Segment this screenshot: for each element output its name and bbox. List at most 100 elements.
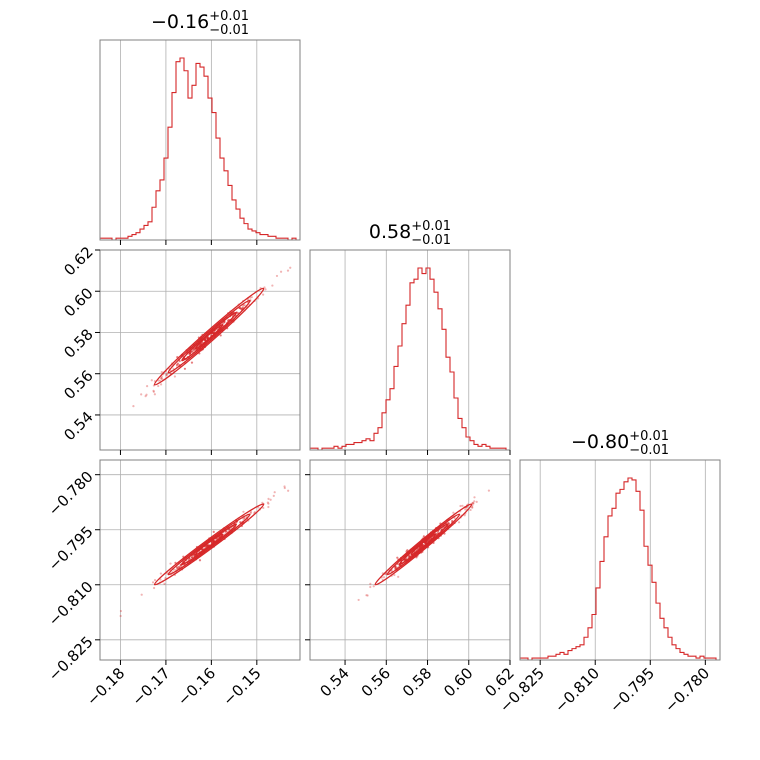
panel-border (99, 459, 301, 661)
sample-point (144, 395, 147, 398)
sample-point (225, 530, 228, 533)
y-tick-label: 0.58 (60, 325, 96, 361)
sample-point (369, 582, 372, 585)
sample-point (262, 293, 265, 296)
sample-point (178, 360, 181, 363)
y-tick: −0.825 (45, 633, 100, 685)
y-tick-label: 0.60 (60, 284, 96, 320)
sample-point (140, 393, 143, 396)
contour-level-1 (194, 323, 224, 350)
contour-level-1 (194, 533, 224, 556)
sample-point (219, 334, 222, 337)
x-tick-label: 0.60 (440, 664, 476, 700)
title-lower-error: −0.01 (629, 443, 669, 458)
sample-point (177, 565, 181, 569)
histogram-panel-2 (309, 249, 511, 455)
sample-point (198, 559, 202, 562)
sample-point (179, 564, 182, 567)
x-tick-label: 0.56 (358, 664, 394, 700)
sample-point (264, 288, 267, 291)
sample-point (471, 506, 474, 509)
x-tick-label: 0.58 (399, 664, 435, 700)
x-tick: −0.18 (83, 660, 128, 709)
sample-point (287, 489, 290, 492)
sample-point (372, 585, 375, 588)
sample-point (152, 390, 155, 393)
x-tick-label: −0.17 (129, 664, 174, 709)
sample-point (357, 598, 360, 602)
panel-border (309, 459, 511, 661)
panel-border (519, 459, 721, 661)
sample-point (243, 517, 246, 520)
x-tick: 0.56 (358, 660, 394, 700)
sample-point (267, 497, 270, 500)
x-tick-label: −0.795 (606, 664, 658, 716)
contour-level-4 (153, 503, 265, 586)
sample-point (163, 582, 166, 585)
x-tick-label: −0.810 (551, 664, 603, 716)
y-tick-label: −0.780 (45, 468, 97, 520)
contour-level-4 (374, 503, 473, 586)
sample-point (145, 393, 148, 396)
sample-point (152, 586, 156, 590)
sample-point (461, 504, 464, 507)
panel-border (309, 249, 511, 451)
contour-level-2 (181, 523, 238, 566)
contour-level-3 (167, 299, 251, 374)
sample-point (469, 508, 472, 512)
sample-point (212, 530, 215, 533)
sample-point (266, 501, 269, 504)
y-tick-label: −0.825 (45, 633, 97, 685)
title-parameter-3: −0.80+0.01 −0.01 (571, 429, 669, 458)
sample-point (165, 374, 168, 377)
y-tick: 0.56 (60, 367, 100, 403)
sample-point (289, 266, 292, 269)
sample-point (160, 371, 163, 374)
sample-point (257, 506, 260, 509)
y-tick-label: 0.56 (60, 367, 96, 403)
sample-point (421, 544, 424, 547)
sample-point (463, 514, 466, 517)
sample-point (459, 504, 462, 508)
sample-point (160, 377, 163, 380)
sample-point (223, 321, 226, 324)
sample-point (241, 305, 245, 309)
histogram-step-line (310, 267, 510, 451)
correlation-panel-1-3: −0.18 −0.17 −0.16 −0.15 −0.825−0.810−0.795−0… (45, 459, 301, 709)
y-tick: −0.780 (45, 468, 100, 520)
sample-point (382, 576, 386, 579)
sample-point (152, 389, 155, 392)
title-lower-error: −0.01 (411, 233, 451, 248)
y-tick-label: −0.795 (45, 523, 97, 575)
title-upper-error: +0.01 (209, 9, 249, 24)
sample-point (262, 506, 265, 510)
sample-point (365, 594, 368, 597)
x-tick: 0.54 (317, 660, 353, 700)
sample-point (471, 505, 474, 509)
sample-point (457, 521, 461, 524)
sample-point (249, 510, 253, 513)
sample-point (190, 361, 194, 364)
sample-point (471, 502, 474, 505)
sample-point (241, 306, 244, 310)
sample-point (159, 572, 162, 575)
sample-point (397, 575, 400, 578)
sample-point (161, 378, 164, 381)
sample-point (473, 496, 476, 499)
sample-point (393, 573, 396, 577)
panel-background (100, 40, 300, 240)
sample-point (151, 581, 155, 584)
sample-point (366, 594, 369, 597)
title-upper-error: +0.01 (411, 219, 451, 234)
x-tick: 0.60 (440, 660, 477, 700)
sample-point (132, 405, 135, 408)
sample-point (261, 501, 264, 504)
sample-point (369, 585, 372, 589)
sample-point (453, 517, 456, 520)
x-tick-label: −0.18 (83, 664, 128, 709)
contour-level-4 (153, 287, 265, 386)
y-tick-label: 0.54 (60, 408, 96, 444)
sample-point (250, 296, 253, 299)
sample-point (472, 502, 475, 505)
sample-point (475, 500, 478, 503)
